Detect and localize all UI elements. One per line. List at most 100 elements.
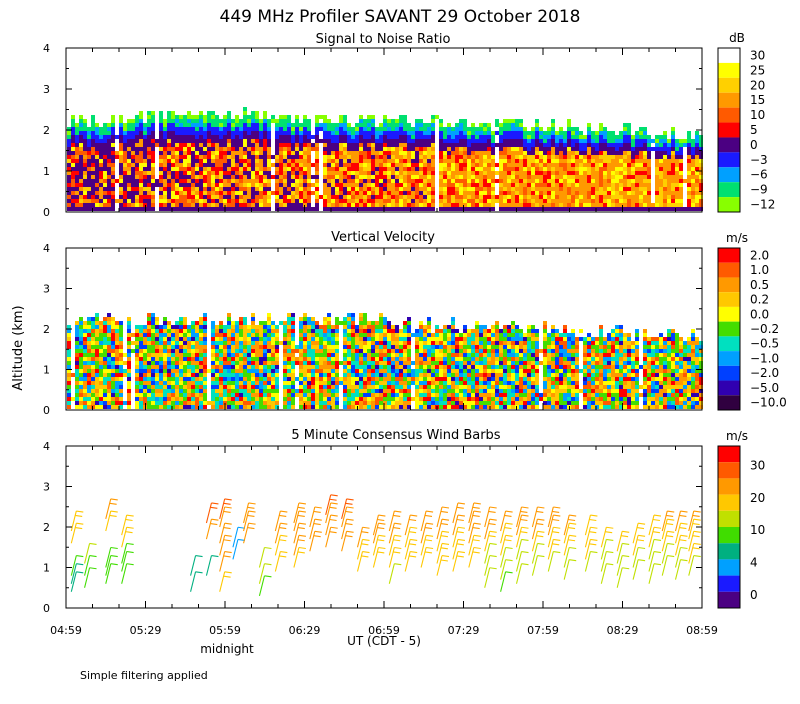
heatmap-cell bbox=[323, 199, 327, 203]
heatmap-cell bbox=[271, 353, 275, 357]
heatmap-cell bbox=[179, 325, 183, 329]
heatmap-cell bbox=[663, 183, 667, 187]
heatmap-cell bbox=[419, 167, 423, 171]
heatmap-cell bbox=[107, 325, 111, 329]
heatmap-cell bbox=[455, 203, 459, 207]
heatmap-cell bbox=[679, 175, 683, 179]
heatmap-cell bbox=[251, 325, 255, 329]
heatmap-cell bbox=[323, 171, 327, 175]
heatmap-cell bbox=[415, 127, 419, 131]
heatmap-cell bbox=[419, 207, 423, 211]
heatmap-cell bbox=[155, 373, 159, 377]
heatmap-cell bbox=[179, 361, 183, 365]
heatmap-cell bbox=[691, 199, 695, 203]
heatmap-cell bbox=[419, 123, 423, 127]
heatmap-cell bbox=[347, 191, 351, 195]
heatmap-cell bbox=[659, 179, 663, 183]
heatmap-cell bbox=[263, 191, 267, 195]
heatmap-cell bbox=[151, 203, 155, 207]
heatmap-cell bbox=[467, 155, 471, 159]
heatmap-cell bbox=[455, 123, 459, 127]
heatmap-cell bbox=[203, 207, 207, 211]
heatmap-cell bbox=[191, 401, 195, 405]
heatmap-cell bbox=[111, 171, 115, 175]
heatmap-cell bbox=[411, 191, 415, 195]
heatmap-cell bbox=[199, 135, 203, 139]
heatmap-cell bbox=[163, 333, 167, 337]
heatmap-cell bbox=[391, 207, 395, 211]
heatmap-cell bbox=[235, 385, 239, 389]
heatmap-cell bbox=[511, 187, 515, 191]
heatmap-cell bbox=[87, 179, 91, 183]
heatmap-cell bbox=[691, 151, 695, 155]
heatmap-cell bbox=[599, 151, 603, 155]
heatmap-cell bbox=[563, 155, 567, 159]
heatmap-cell bbox=[343, 175, 347, 179]
heatmap-cell bbox=[207, 187, 211, 191]
heatmap-cell bbox=[203, 175, 207, 179]
heatmap-cell bbox=[579, 135, 583, 139]
heatmap-cell bbox=[251, 397, 255, 401]
heatmap-cell bbox=[151, 397, 155, 401]
heatmap-cell bbox=[123, 405, 127, 409]
heatmap-cell bbox=[347, 183, 351, 187]
heatmap-cell bbox=[343, 191, 347, 195]
heatmap-cell bbox=[195, 119, 199, 123]
heatmap-cell bbox=[275, 357, 279, 361]
heatmap-cell bbox=[323, 203, 327, 207]
heatmap-cell bbox=[627, 135, 631, 139]
heatmap-cell bbox=[291, 155, 295, 159]
heatmap-cell bbox=[151, 187, 155, 191]
heatmap-cell bbox=[127, 361, 131, 365]
heatmap-cell bbox=[295, 321, 299, 325]
heatmap-cell bbox=[443, 167, 447, 171]
heatmap-cell bbox=[555, 163, 559, 167]
heatmap-cell bbox=[135, 405, 139, 409]
heatmap-cell bbox=[319, 175, 323, 179]
heatmap-cell bbox=[155, 329, 159, 333]
heatmap-cell bbox=[395, 171, 399, 175]
heatmap-cell bbox=[291, 337, 295, 341]
heatmap-cell bbox=[283, 131, 287, 135]
heatmap-cell bbox=[283, 183, 287, 187]
heatmap-cell bbox=[427, 163, 431, 167]
heatmap-cell bbox=[691, 159, 695, 163]
heatmap-cell bbox=[547, 127, 551, 131]
heatmap-cell bbox=[327, 171, 331, 175]
heatmap-cell bbox=[191, 139, 195, 143]
heatmap-cell bbox=[163, 171, 167, 175]
heatmap-cell bbox=[195, 151, 199, 155]
heatmap-cell bbox=[215, 353, 219, 357]
heatmap-cell bbox=[199, 337, 203, 341]
heatmap-cell bbox=[135, 357, 139, 361]
heatmap-cell bbox=[171, 385, 175, 389]
heatmap-cell bbox=[539, 195, 543, 199]
heatmap-cell bbox=[439, 127, 443, 131]
heatmap-cell bbox=[235, 199, 239, 203]
heatmap-cell bbox=[235, 123, 239, 127]
heatmap-cell bbox=[687, 199, 691, 203]
heatmap-cell bbox=[143, 155, 147, 159]
heatmap-cell bbox=[123, 175, 127, 179]
heatmap-cell bbox=[275, 147, 279, 151]
heatmap-cell bbox=[335, 199, 339, 203]
heatmap-cell bbox=[363, 179, 367, 183]
heatmap-cell bbox=[519, 207, 523, 211]
heatmap-cell bbox=[259, 171, 263, 175]
heatmap-cell bbox=[287, 131, 291, 135]
heatmap-cell bbox=[387, 123, 391, 127]
heatmap-cell bbox=[139, 333, 143, 337]
heatmap-cell bbox=[175, 341, 179, 345]
heatmap-cell bbox=[243, 329, 247, 333]
heatmap-cell bbox=[491, 187, 495, 191]
heatmap-cell bbox=[511, 183, 515, 187]
heatmap-cell bbox=[627, 155, 631, 159]
heatmap-cell bbox=[339, 139, 343, 143]
y-tick-label: 2 bbox=[43, 124, 50, 137]
heatmap-cell bbox=[319, 199, 323, 203]
heatmap-cell bbox=[223, 175, 227, 179]
heatmap-cell bbox=[243, 107, 247, 111]
heatmap-cell bbox=[171, 341, 175, 345]
heatmap-cell bbox=[655, 191, 659, 195]
heatmap-cell bbox=[599, 203, 603, 207]
